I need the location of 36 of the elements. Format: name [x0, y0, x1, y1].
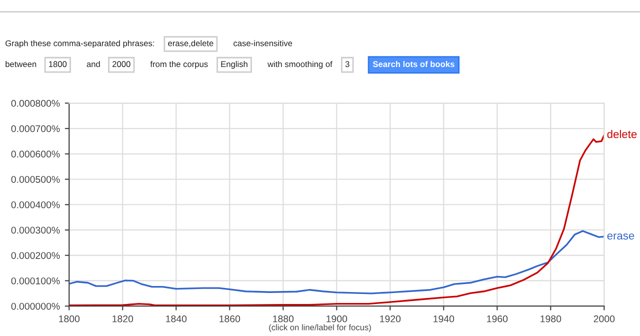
line-series — [69, 230, 604, 294]
text: erase,delete — [168, 40, 214, 48]
text: English — [221, 60, 248, 69]
x-tick-label: 1840 — [166, 315, 187, 322]
x-tick-label: 1860 — [220, 315, 240, 322]
text: 3 — [345, 61, 350, 68]
text: Graph these comma-separated phrases: — [6, 40, 154, 48]
x-tick-label: 1960 — [487, 315, 508, 322]
x-tick-label: 2000 — [594, 315, 615, 322]
text: between — [6, 60, 36, 68]
x-tick-label: 1900 — [326, 315, 348, 322]
x-tick-label: 1820 — [112, 315, 134, 322]
text: 1800 — [49, 61, 67, 68]
text: case-insensitive — [234, 40, 292, 46]
text: (click on line/label for focus) — [269, 324, 371, 332]
text: Search lots of books — [372, 60, 454, 68]
y-tick-label: 0.000300% — [11, 226, 60, 234]
x-tick-label: 1940 — [434, 315, 454, 322]
text: and — [86, 60, 100, 68]
x-tick-label: 1920 — [380, 315, 401, 322]
series-label: delete — [607, 130, 637, 138]
x-tick-label: 1880 — [273, 315, 294, 322]
y-tick-label: 0.000100% — [11, 277, 60, 284]
series-label: erase — [607, 233, 634, 240]
text: with smoothing of — [268, 60, 332, 69]
y-tick-label: 0.000200% — [11, 252, 60, 259]
x-tick-label: 1800 — [59, 315, 80, 322]
x-tick-label: 1980 — [540, 315, 562, 322]
y-tick-label: 0.000500% — [11, 176, 60, 183]
y-tick-label: 0.000700% — [11, 125, 60, 132]
y-tick-label: 0.000600% — [11, 150, 60, 158]
y-tick-label: 0.000400% — [11, 201, 60, 208]
y-tick-label: 0.000000% — [11, 302, 60, 310]
text: 2000 — [112, 61, 130, 68]
y-tick-label: 0.000800% — [11, 100, 60, 107]
text: from the corpus — [150, 60, 208, 69]
